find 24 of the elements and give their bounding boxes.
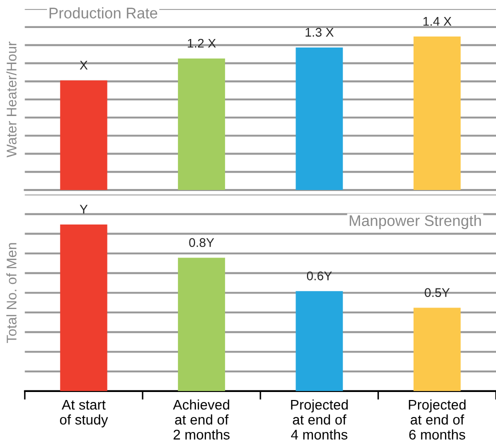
data-label: 0.6Y — [306, 271, 332, 280]
x-tick-label: Achieved at end of 2 months — [172, 399, 230, 440]
x-tick-label: Projected at end of 4 months — [291, 399, 348, 440]
data-label: X — [80, 60, 88, 70]
x-tick-label: Projected at end of 6 months — [408, 399, 466, 440]
bar — [296, 48, 343, 190]
bar — [60, 224, 108, 392]
bar — [296, 291, 343, 392]
chart-title: Production Rate — [50, 7, 158, 18]
data-label: 1.3 X — [306, 28, 334, 37]
bar — [414, 36, 461, 190]
bar — [178, 258, 226, 392]
bar — [60, 80, 108, 190]
y-axis-title: Total No. of Men — [6, 243, 16, 344]
x-tick-label: At start of study — [60, 400, 108, 428]
data-label: 0.5Y — [424, 288, 450, 297]
bar — [414, 308, 461, 392]
chart-title: Manpower Strength — [350, 214, 481, 230]
data-label: 1.2 X — [188, 38, 216, 48]
data-label: 1.4 X — [423, 17, 452, 26]
y-axis-title: Water Heater/Hour — [6, 42, 16, 158]
data-label: Y — [80, 204, 88, 214]
bar — [178, 58, 226, 190]
data-label: 0.8Y — [189, 238, 214, 247]
